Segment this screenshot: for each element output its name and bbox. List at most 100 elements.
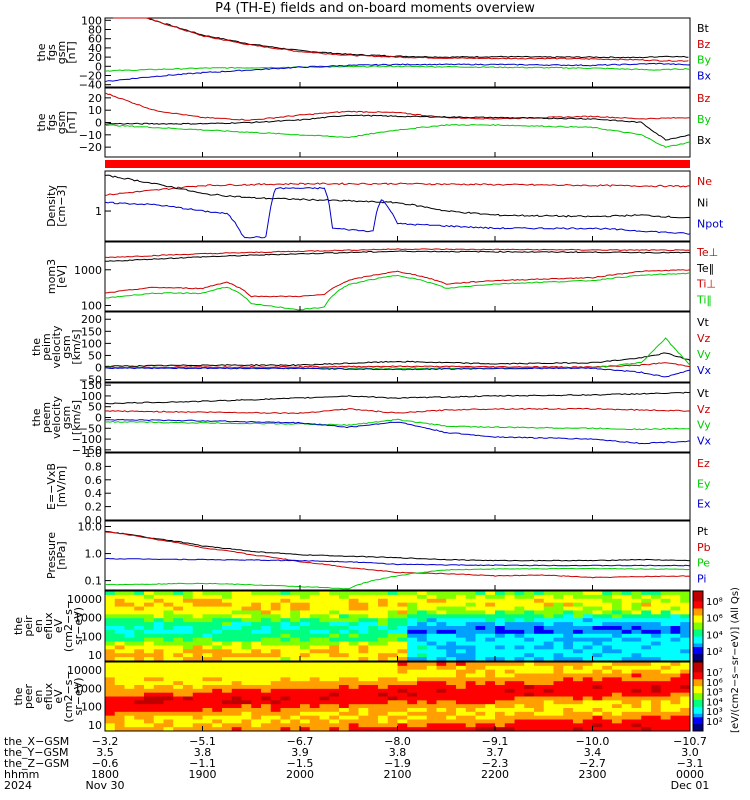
heatmap-cell — [222, 685, 233, 690]
heatmap-cell — [192, 727, 203, 732]
heatmap-cell — [670, 669, 681, 674]
x-tick-label: −1.1 — [189, 757, 216, 770]
heatmap-cell — [134, 591, 145, 596]
heatmap-cell — [251, 629, 262, 635]
heatmap-cell — [124, 598, 135, 604]
heatmap-cell — [173, 715, 184, 720]
heatmap-cell — [485, 681, 496, 686]
y-tick-label: 50 — [88, 349, 102, 362]
heatmap-cell — [573, 696, 584, 701]
heatmap-cell — [261, 727, 272, 732]
heatmap-cell — [339, 662, 350, 667]
heatmap-cell — [436, 669, 447, 674]
heatmap-cell — [514, 685, 525, 690]
heatmap-cell — [495, 629, 506, 635]
heatmap-cell — [485, 610, 496, 615]
heatmap-cell — [300, 614, 311, 619]
heatmap-cell — [407, 657, 418, 662]
heatmap-cell — [183, 653, 194, 658]
heatmap-cell — [251, 602, 262, 608]
heatmap-cell — [651, 657, 662, 662]
heatmap-cell — [124, 681, 135, 686]
heatmap-cell — [290, 719, 301, 724]
heatmap-cell — [543, 685, 554, 690]
heatmap-cell — [144, 704, 155, 709]
heatmap-cell — [251, 645, 262, 650]
heatmap-cell — [397, 637, 408, 643]
y-axis-label: the — [30, 338, 43, 356]
heatmap-cell — [280, 662, 291, 667]
heatmap-cell — [231, 677, 242, 682]
heatmap-cell — [680, 669, 691, 674]
heatmap-cell — [602, 637, 613, 643]
heatmap-cell — [114, 685, 125, 690]
heatmap-cell — [504, 688, 515, 694]
heatmap-cell — [222, 708, 233, 713]
heatmap-cell — [114, 708, 125, 713]
heatmap-cell — [680, 622, 691, 627]
heatmap-cell — [387, 704, 398, 709]
heatmap-cell — [504, 653, 515, 658]
heatmap-cell — [319, 723, 330, 728]
heatmap-cell — [573, 645, 584, 650]
heatmap-cell — [534, 645, 545, 650]
heatmap-cell — [251, 606, 262, 611]
heatmap-cell — [465, 626, 476, 631]
heatmap-cell — [573, 681, 584, 686]
heatmap-cell — [660, 602, 671, 608]
series-line-Vt — [104, 352, 691, 368]
heatmap-cell — [212, 637, 223, 643]
heatmap-cell — [114, 633, 125, 639]
heatmap-cell — [144, 653, 155, 658]
x-tick-label: 2100 — [384, 768, 412, 781]
heatmap-cell — [660, 610, 671, 615]
heatmap-cell — [475, 610, 486, 615]
colorbar-frame — [692, 590, 704, 662]
heatmap-cell — [504, 719, 515, 724]
heatmap-cell — [514, 653, 525, 658]
heatmap-cell — [339, 641, 350, 646]
heatmap-cell — [348, 688, 359, 694]
heatmap-cell — [495, 727, 506, 732]
heatmap-cell — [339, 606, 350, 611]
heatmap-cell — [231, 665, 242, 671]
heatmap-cell — [124, 602, 135, 608]
heatmap-cell — [134, 662, 145, 667]
heatmap-cell — [602, 653, 613, 658]
heatmap-cell — [163, 649, 174, 654]
heatmap-cell — [290, 653, 301, 658]
y-axis-label: gsm — [55, 41, 68, 64]
heatmap-cell — [436, 696, 447, 701]
heatmap-cell — [290, 602, 301, 608]
heatmap-cell — [397, 665, 408, 671]
heatmap-cell — [231, 637, 242, 643]
heatmap-cell — [270, 637, 281, 643]
y-tick-label: 10 — [88, 649, 102, 662]
heatmap-cell — [339, 681, 350, 686]
heatmap-cell — [670, 610, 681, 615]
heatmap-cell — [105, 657, 116, 662]
heatmap-cell — [543, 598, 554, 604]
heatmap-cell — [436, 688, 447, 694]
heatmap-cell — [241, 669, 252, 674]
heatmap-cell — [602, 669, 613, 674]
heatmap-cell — [495, 665, 506, 671]
heatmap-cell — [514, 602, 525, 608]
heatmap-cell — [670, 641, 681, 646]
heatmap-cell — [368, 637, 379, 643]
heatmap-cell — [183, 610, 194, 615]
heatmap-cell — [534, 704, 545, 709]
heatmap-cell — [631, 633, 642, 639]
heatmap-cell — [651, 704, 662, 709]
heatmap-cell — [592, 610, 603, 615]
heatmap-cell — [124, 626, 135, 631]
heatmap-cell — [465, 649, 476, 654]
heatmap-cell — [202, 594, 213, 600]
colorbar-segment — [693, 672, 703, 677]
y-axis-label: the — [30, 408, 43, 426]
y-tick-label: 0.0 — [85, 514, 103, 527]
heatmap-cell — [514, 657, 525, 662]
heatmap-cell — [309, 649, 320, 654]
heatmap-cell — [231, 700, 242, 705]
heatmap-cell — [534, 629, 545, 635]
